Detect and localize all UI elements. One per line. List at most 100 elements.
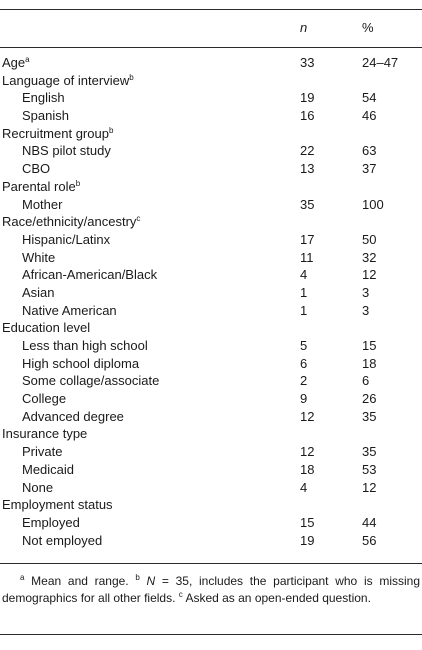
row-percent: 26 bbox=[362, 391, 377, 407]
row-label-text: Hispanic/Latinx bbox=[22, 231, 111, 247]
table-row: College 9 26 bbox=[0, 390, 422, 408]
row-label-text: Not employed bbox=[22, 532, 103, 548]
row-label-text: Spanish bbox=[22, 108, 69, 124]
row-percent: 18 bbox=[362, 355, 377, 371]
table-row: None 4 12 bbox=[0, 479, 422, 497]
table-row: CBO 13 37 bbox=[0, 160, 422, 178]
row-label: Race/ethnicity/ancestryc bbox=[2, 213, 140, 231]
row-count: 6 bbox=[300, 355, 308, 371]
row-count: 9 bbox=[300, 391, 308, 407]
row-footnote-mark: a bbox=[25, 55, 30, 64]
table-row: African-American/Black 4 12 bbox=[0, 266, 422, 284]
row-label: High school diploma bbox=[22, 355, 139, 373]
table-row: Private 12 35 bbox=[0, 443, 422, 461]
row-label: Mother bbox=[22, 196, 62, 214]
row-percent: 35 bbox=[362, 408, 377, 424]
row-label: Education level bbox=[2, 319, 90, 337]
row-label-text: High school diploma bbox=[22, 355, 140, 371]
row-percent: 37 bbox=[362, 161, 377, 177]
row-count: 35 bbox=[300, 196, 315, 212]
footnote-b-n: N bbox=[146, 574, 156, 588]
row-percent: 35 bbox=[362, 444, 377, 460]
row-label-text: English bbox=[22, 90, 65, 106]
row-label-text: African-American/Black bbox=[22, 267, 158, 283]
table-row: High school diploma 6 18 bbox=[0, 355, 422, 373]
row-label: Parental roleb bbox=[2, 178, 80, 196]
row-label: Some collage/associate bbox=[22, 372, 159, 390]
row-label-text: Race/ethnicity/ancestry bbox=[2, 214, 137, 230]
row-label-text: Language of interview bbox=[2, 72, 130, 88]
table-header-rule bbox=[0, 47, 422, 48]
row-label: None bbox=[22, 479, 53, 497]
row-label: Language of interviewb bbox=[2, 72, 134, 90]
row-label: College bbox=[22, 390, 66, 408]
table-row: Mother 35 100 bbox=[0, 196, 422, 214]
row-count: 18 bbox=[300, 461, 315, 477]
row-percent: 12 bbox=[362, 479, 377, 495]
table-row-category: Race/ethnicity/ancestryc bbox=[0, 213, 422, 231]
row-label: Spanish bbox=[22, 107, 69, 125]
table-top-rule bbox=[0, 9, 422, 10]
row-label-text: Age bbox=[2, 55, 26, 70]
page-bottom-rule bbox=[0, 634, 422, 635]
row-label-text: Advanced degree bbox=[22, 408, 124, 424]
row-percent: 100 bbox=[362, 196, 384, 212]
row-label: Native American bbox=[22, 302, 117, 320]
table-row: Less than high school 5 15 bbox=[0, 337, 422, 355]
table-body: Agea 33 24–47 Language of interviewb English… bbox=[0, 54, 422, 549]
row-count: 12 bbox=[300, 408, 315, 424]
table-footnotes: a Mean and range. b N = 35, includes the… bbox=[2, 573, 420, 607]
row-label: NBS pilot study bbox=[22, 142, 111, 160]
row-footnote-mark: b bbox=[108, 125, 114, 135]
header-n: n bbox=[300, 20, 308, 35]
header-percent: % bbox=[362, 20, 374, 35]
row-count: 5 bbox=[300, 338, 308, 353]
row-label-text: Some collage/associate bbox=[22, 373, 160, 389]
row-count: 2 bbox=[300, 373, 308, 389]
table-row: NBS pilot study 22 63 bbox=[0, 142, 422, 160]
row-count: 33 bbox=[300, 55, 315, 70]
row-count: 13 bbox=[300, 161, 315, 177]
row-count: 15 bbox=[300, 514, 315, 530]
table-row: Hispanic/Latinx 17 50 bbox=[0, 231, 422, 249]
row-label-text: NBS pilot study bbox=[22, 143, 111, 159]
row-label-text: Asian bbox=[22, 284, 55, 300]
table-row: Medicaid 18 53 bbox=[0, 461, 422, 479]
row-percent: 3 bbox=[362, 302, 370, 318]
row-label: Hispanic/Latinx bbox=[22, 231, 110, 249]
footnote-a-mark: a bbox=[20, 573, 25, 582]
table-row-category: Language of interviewb bbox=[0, 72, 422, 90]
row-label: Private bbox=[22, 443, 62, 461]
table-row: White 11 32 bbox=[0, 249, 422, 267]
row-label-text: Parental role bbox=[2, 178, 76, 194]
row-percent: 44 bbox=[362, 514, 377, 530]
table-row-category: Education level bbox=[0, 319, 422, 337]
table-row: Advanced degree 12 35 bbox=[0, 408, 422, 426]
row-percent: 12 bbox=[362, 267, 377, 283]
row-percent: 53 bbox=[362, 461, 377, 477]
row-label: Employment status bbox=[2, 496, 113, 514]
row-label-text: Employed bbox=[22, 514, 80, 530]
row-count: 1 bbox=[300, 284, 308, 300]
row-label-text: CBO bbox=[22, 161, 51, 177]
row-count: 22 bbox=[300, 143, 315, 159]
table-row-category: Agea 33 24–47 bbox=[0, 54, 422, 72]
table-row-category: Employment status bbox=[0, 496, 422, 514]
row-label-text: Less than high school bbox=[22, 338, 148, 353]
table-row: Native American 1 3 bbox=[0, 302, 422, 320]
row-count: 4 bbox=[300, 267, 308, 283]
row-count: 16 bbox=[300, 108, 315, 124]
row-label: Recruitment groupb bbox=[2, 125, 113, 143]
row-percent: 24–47 bbox=[362, 55, 399, 70]
row-percent: 46 bbox=[362, 108, 377, 124]
table-row: Spanish 16 46 bbox=[0, 107, 422, 125]
row-percent: 63 bbox=[362, 143, 377, 159]
row-percent: 15 bbox=[362, 338, 377, 353]
row-label-text: College bbox=[22, 391, 67, 407]
table-row: Asian 1 3 bbox=[0, 284, 422, 302]
row-percent: 3 bbox=[362, 284, 370, 300]
row-label-text: White bbox=[22, 249, 56, 265]
row-footnote-mark: b bbox=[129, 72, 134, 82]
row-label-text: Medicaid bbox=[22, 461, 75, 477]
